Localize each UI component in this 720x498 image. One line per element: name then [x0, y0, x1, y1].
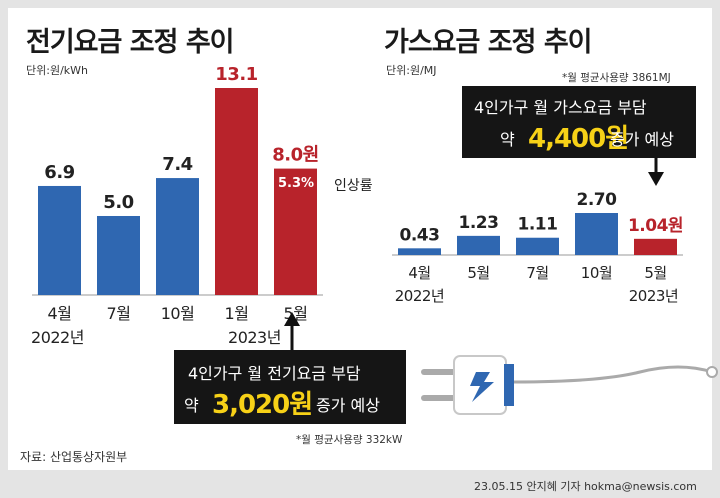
bar: [215, 88, 258, 295]
year-label: 2023년: [629, 287, 678, 305]
gas-callout: 4인가구 월 가스요금 부담 약 4,400원 증가 예상: [462, 86, 696, 158]
elec-chart-title: 전기요금 조정 추이: [26, 27, 235, 58]
value-label: 0.43: [400, 225, 440, 245]
bar: [274, 168, 317, 295]
value-label: 6.9: [44, 162, 74, 183]
category-label: 5월: [644, 264, 666, 282]
category-label: 10월: [581, 264, 612, 282]
bar: [97, 215, 140, 295]
value-label: 2.70: [577, 190, 618, 210]
elec-callout-prefix: 약: [184, 396, 199, 415]
gas-callout-prefix: 약: [500, 130, 515, 149]
bar: [398, 248, 441, 255]
source-label: 자료: 산업통상자원부: [20, 450, 128, 464]
gas-chart: 0.43 4월 1.23 5월 1.11 7월 2.70 10월 1.04원 5월 2022년 202…: [392, 190, 684, 305]
value-label: 7.4: [162, 154, 192, 175]
elec-callout-suffix: 증가 예상: [316, 396, 380, 415]
elec-callout-line1: 4인가구 월 전기요금 부담: [188, 364, 361, 383]
value-label: 5.0: [103, 192, 133, 213]
category-label: 7월: [526, 264, 548, 282]
category-label: 1월: [225, 304, 249, 323]
category-label: 10월: [161, 304, 195, 323]
category-label: 4월: [408, 264, 430, 282]
bar: [457, 235, 500, 255]
rate-annotation-label: 인상률: [334, 178, 373, 194]
gas-callout-amount: 4,400원: [528, 124, 629, 154]
elec-chart: 6.9 4월 5.0 7월 7.4 10월 13.1 1월 8.0원 5월 2022년 2023년: [31, 64, 323, 347]
year-label: 2023년: [228, 328, 281, 347]
category-label: 5월: [284, 304, 308, 323]
rate-annotation-value: 5.3%: [278, 176, 315, 191]
bar: [575, 213, 618, 255]
year-label: 2022년: [31, 328, 84, 347]
value-label: 1.23: [459, 213, 499, 233]
value-label: 1.04원: [628, 216, 683, 236]
elec-callout: 4인가구 월 전기요금 부담 약 3,020원 증가 예상: [174, 350, 406, 424]
bar: [516, 237, 559, 255]
elec-footnote: *월 평균사용량 332kW: [296, 434, 403, 446]
year-label: 2022년: [395, 287, 444, 305]
elec-callout-amount: 3,020원: [212, 390, 313, 420]
bar: [156, 178, 199, 295]
value-label: 1.11: [518, 215, 558, 235]
category-label: 7월: [107, 304, 131, 323]
gas-callout-suffix: 증가 예상: [610, 130, 674, 149]
gas-unit-label: 단위:원/MJ: [386, 64, 437, 77]
gas-footnote: *월 평균사용량 3861MJ: [562, 72, 671, 84]
gas-callout-line1: 4인가구 월 가스요금 부담: [474, 98, 647, 117]
category-label: 4월: [48, 304, 72, 323]
category-label: 5월: [467, 264, 489, 282]
elec-unit-label: 단위:원/kWh: [26, 64, 88, 77]
credit-label: 23.05.15 안지혜 기자 hokma@newsis.com: [474, 480, 697, 493]
gas-chart-title: 가스요금 조정 추이: [384, 27, 593, 58]
value-label: 13.1: [215, 64, 257, 85]
value-label: 8.0원: [272, 145, 318, 166]
bar: [38, 185, 81, 295]
bar: [634, 238, 677, 255]
